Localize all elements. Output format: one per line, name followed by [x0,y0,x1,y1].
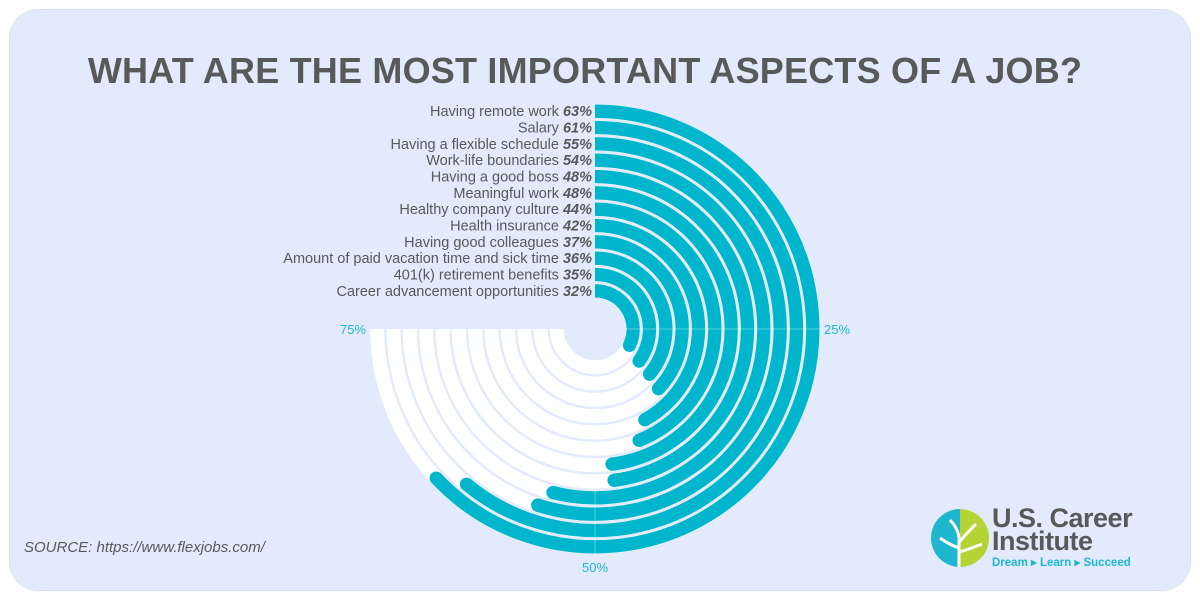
bar-end-cap [622,338,637,352]
chart-title: WHAT ARE THE MOST IMPORTANT ASPECTS OF A… [87,50,1083,91]
category-label: Amount of paid vacation time and sick ti… [283,251,592,267]
bar-8 [594,218,706,426]
category-label: Career advancement opportunities 32% [336,284,592,300]
us-career-institute-logo: U.S. Career Institute Dream ▸ Learn ▸ Suc… [930,505,1160,575]
bar-12 [594,284,640,349]
category-label: Healthy company culture 44% [399,202,592,218]
category-label: Health insurance 42% [450,219,592,235]
bar-1 [431,104,820,554]
value-label: 36% [563,251,592,267]
bar-end-cap [632,433,646,448]
category-label: Having a good boss 48% [431,170,592,186]
value-label: 48% [562,170,592,186]
value-label: 44% [562,202,592,218]
bar-9 [594,235,689,394]
value-label: 48% [562,186,592,202]
value-label: 37% [563,235,592,251]
category-name: Having a flexible schedule [390,137,563,153]
category-name: Work-life boundaries [426,153,563,169]
bar-end-cap [632,354,646,368]
bar-end-cap [546,485,560,500]
category-label: Having a flexible schedule 55% [390,137,592,153]
axis-tick-label: 25% [824,322,850,337]
bar-end-cap [429,471,443,485]
value-label: 63% [563,104,592,120]
axis-tick-label: 50% [582,560,608,575]
bar-end-cap [605,457,619,471]
logo-line1: U.S. Career [992,503,1133,533]
value-label: 35% [563,268,592,284]
source-text: SOURCE: https://www.flexjobs.com/ [24,539,265,556]
bar-end-cap [607,473,621,487]
category-label: Meaningful work 48% [453,186,592,202]
bar-11 [594,267,657,365]
bar-2 [462,120,804,538]
category-name: Having good colleagues [404,235,563,251]
category-name: Salary [518,121,563,137]
bar-3 [535,137,787,521]
category-name: Having remote work [430,104,563,120]
category-name: Meaningful work [453,186,563,202]
category-name: Career advancement opportunities [336,284,563,300]
bar-end-cap [638,413,652,427]
logo-line2: Institute [992,526,1093,556]
bar-7 [594,202,722,447]
category-label: Having good colleagues 37% [404,235,592,251]
category-label: Work-life boundaries 54% [426,153,592,169]
category-label: 401(k) retirement benefits 35% [394,268,592,284]
value-label: 54% [563,153,592,169]
category-label: Salary 61% [518,121,592,137]
category-name: 401(k) retirement benefits [394,268,563,284]
bar-end-cap [642,367,657,381]
value-label: 55% [563,137,592,153]
tree-logo-icon [931,509,989,567]
category-name: Having a good boss [431,170,563,186]
value-label: 42% [562,219,592,235]
bar-6 [594,186,738,471]
category-name: Amount of paid vacation time and sick ti… [283,251,563,267]
category-name: Health insurance [450,219,563,235]
category-label: Having remote work 63% [430,104,592,120]
bar-end-cap [531,498,545,512]
axis-tick-label: 75% [340,322,366,337]
bar-end-cap [459,477,474,491]
bar-10 [594,251,673,379]
value-label: 61% [563,121,592,137]
bar-4 [551,153,771,505]
value-label: 32% [563,284,592,300]
category-name: Healthy company culture [399,202,563,218]
bar-end-cap [651,382,666,396]
bar-5 [594,169,755,487]
logo-tagline: Dream ▸ Learn ▸ Succeed [992,557,1131,569]
